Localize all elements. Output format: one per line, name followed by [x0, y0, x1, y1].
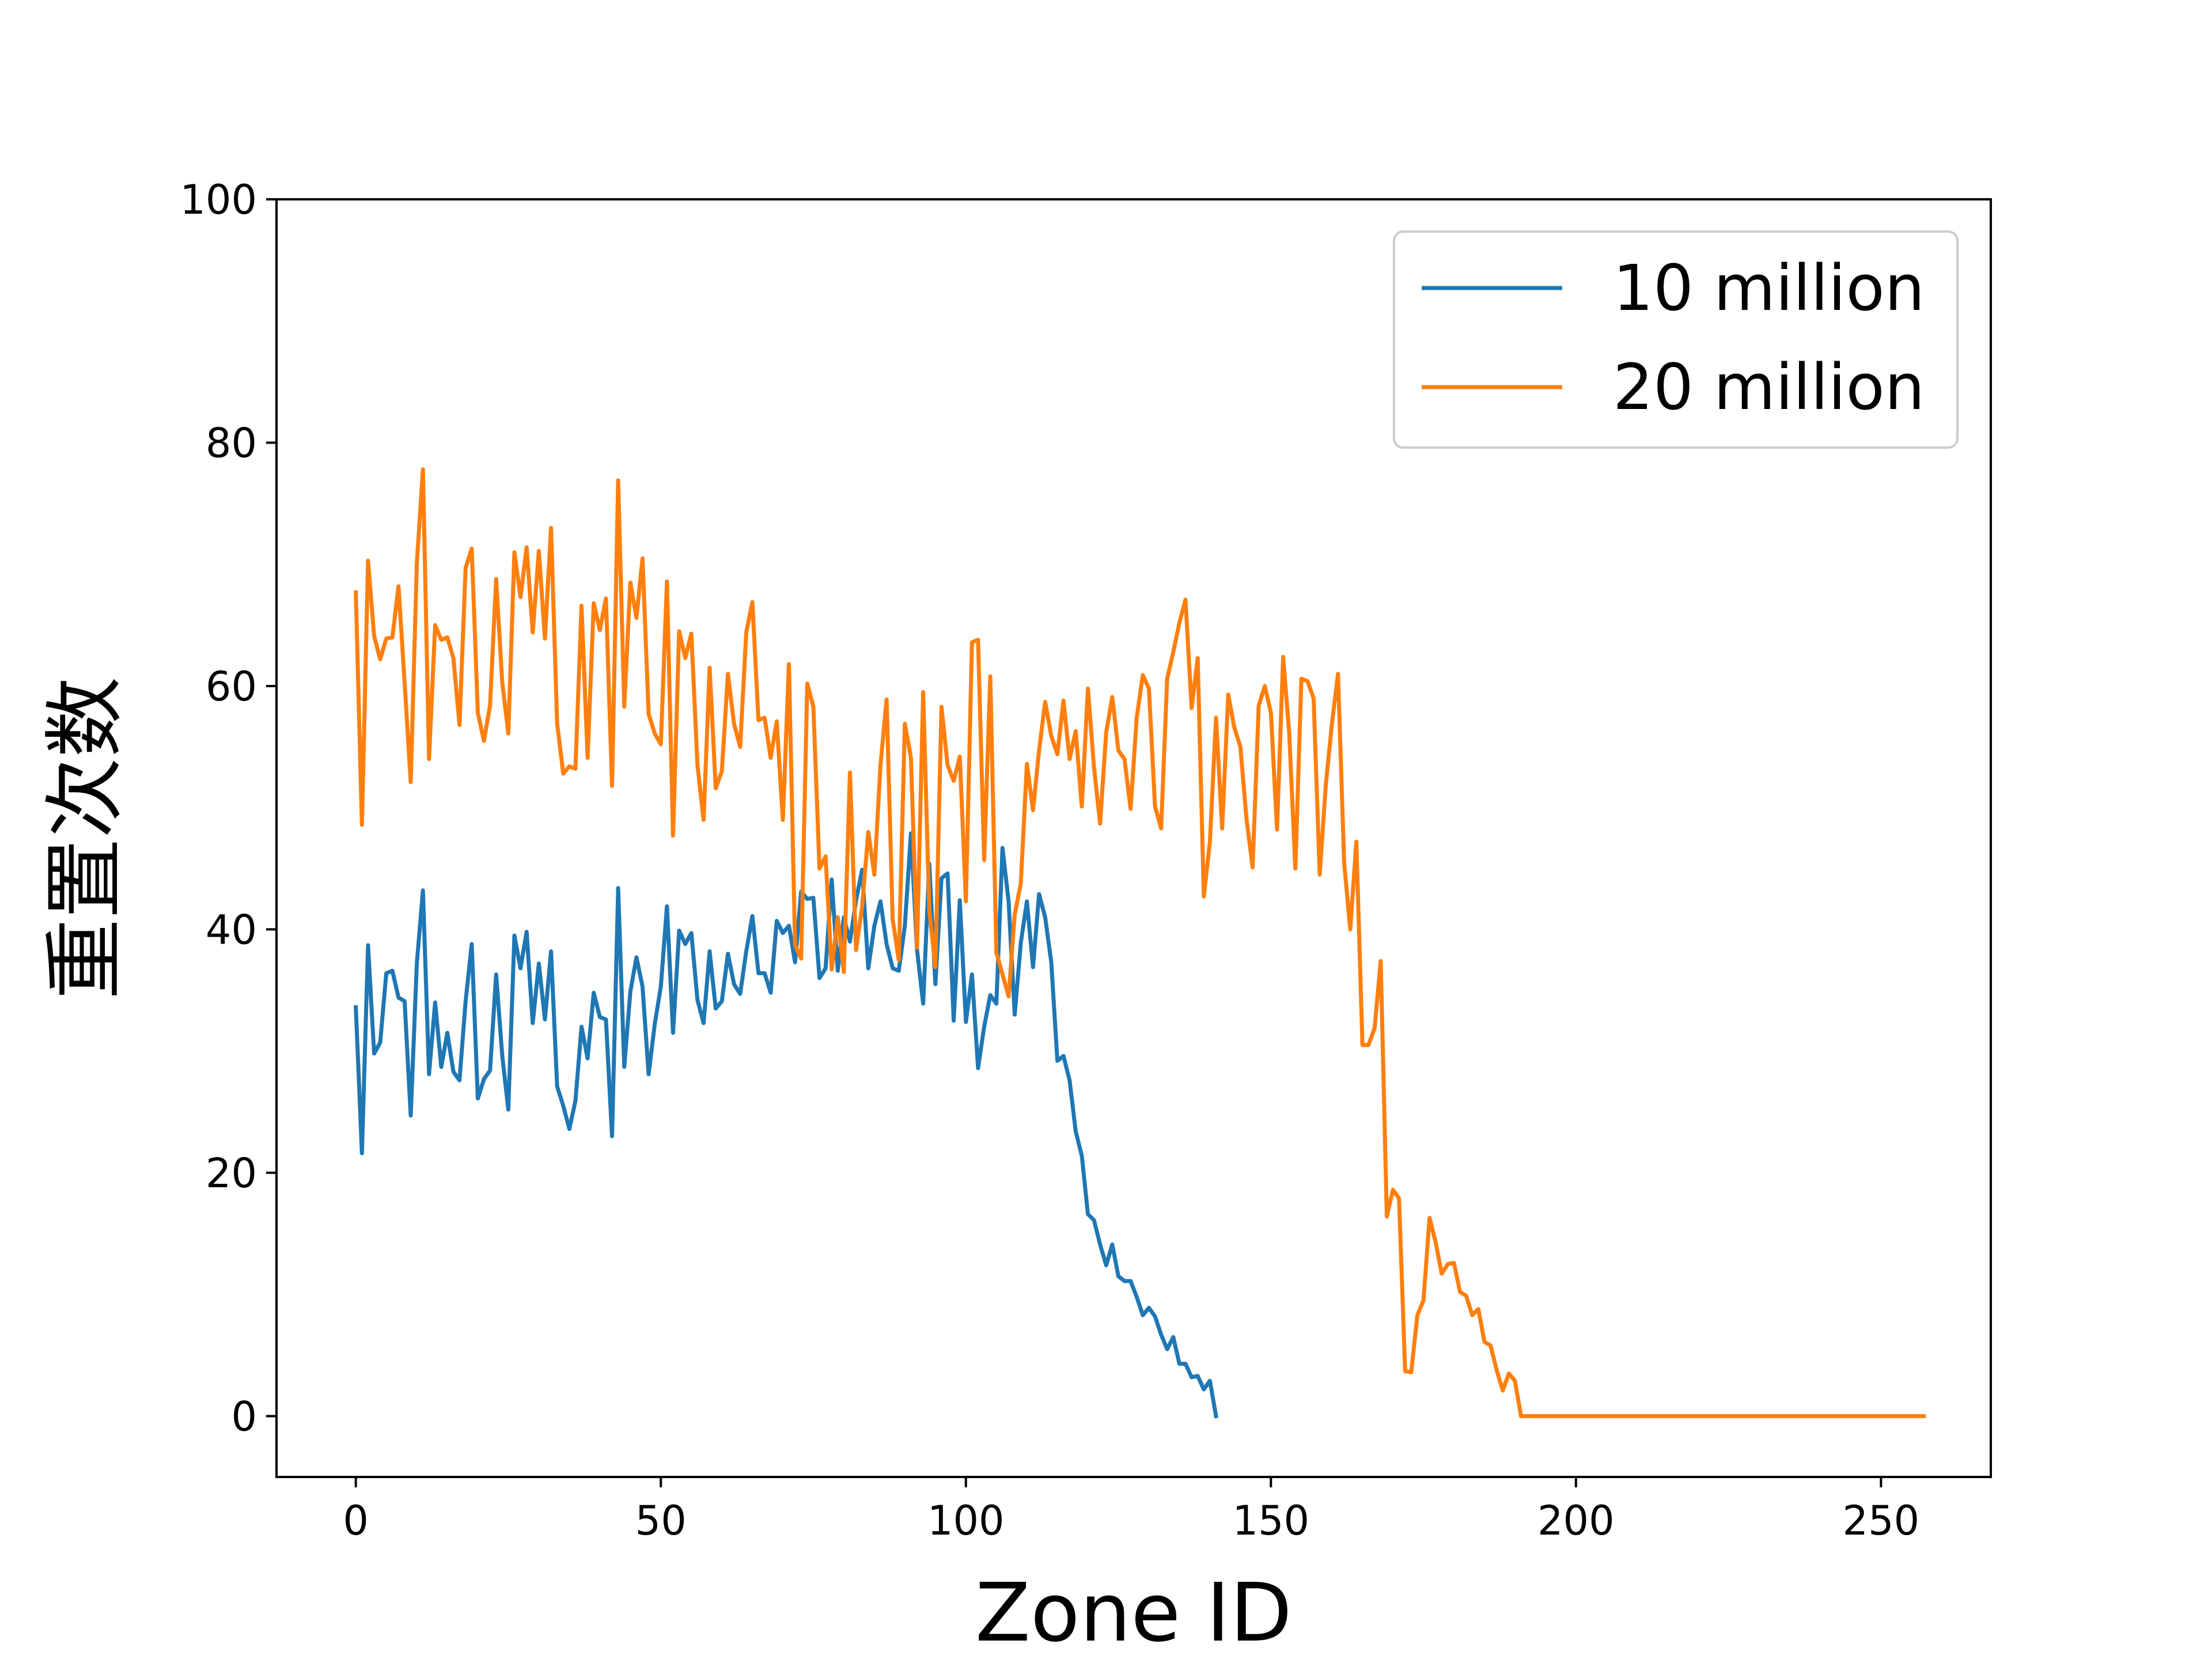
y-tick-label: 20 — [206, 1150, 257, 1197]
y-tick-label: 60 — [206, 663, 257, 710]
x-axis: 0 50 100 150 200 250 — [343, 1477, 1919, 1544]
y-tick-label: 0 — [231, 1393, 257, 1440]
y-tick-label: 40 — [206, 906, 257, 953]
y-axis-title: 重置次数 — [39, 677, 132, 999]
x-tick-label: 250 — [1843, 1497, 1920, 1544]
y-tick-label: 100 — [180, 176, 257, 224]
y-tick-label: 80 — [206, 419, 257, 467]
legend-label-2: 20 million — [1613, 350, 1925, 424]
series-line-2 — [354, 467, 1926, 1418]
x-tick-label: 50 — [635, 1497, 687, 1544]
series-line-1 — [354, 831, 1219, 1419]
legend: 10 million 20 million — [1393, 230, 1959, 449]
legend-label-1: 10 million — [1613, 251, 1925, 325]
x-tick-label: 100 — [927, 1497, 1005, 1544]
x-axis-title: Zone ID — [975, 1566, 1292, 1659]
legend-box — [1393, 230, 1959, 449]
series-layer — [354, 467, 1926, 1419]
x-tick-label: 150 — [1232, 1497, 1309, 1544]
plot-frame — [275, 198, 1992, 1478]
x-tick-label: 0 — [343, 1497, 369, 1544]
y-axis: 0 20 40 60 80 100 — [180, 176, 276, 1440]
x-tick-label: 200 — [1537, 1497, 1615, 1544]
